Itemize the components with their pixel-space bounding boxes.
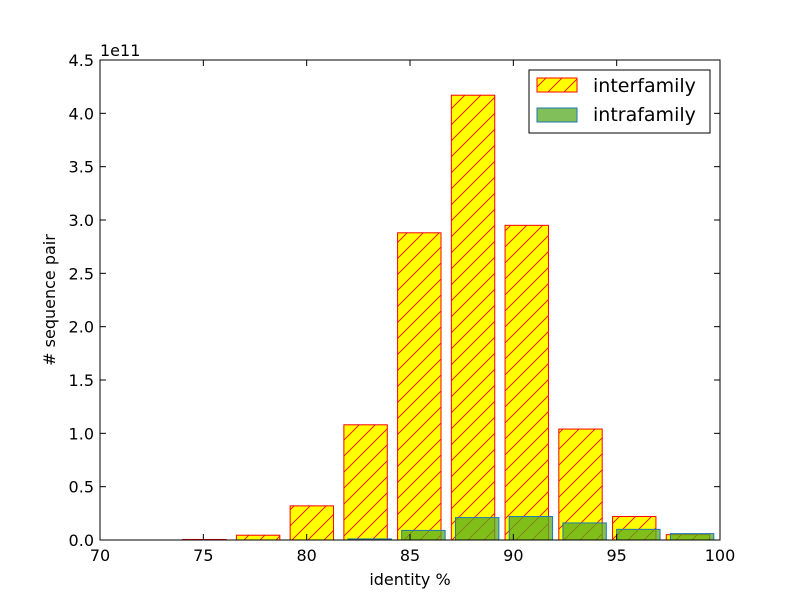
y-tick-label: 1.0	[69, 424, 94, 443]
bar-hatch-interfamily-3	[343, 424, 388, 540]
bar-hatch-interfamily-5	[451, 95, 495, 540]
legend: interfamily intrafamily	[528, 69, 711, 134]
y-offset-label: 1e11	[100, 41, 140, 60]
bar-intrafamily-1	[401, 529, 446, 541]
y-tick-label: 1.5	[69, 371, 94, 390]
legend-label-interfamily: interfamily	[593, 75, 696, 97]
y-tick-label: 2.5	[69, 264, 94, 283]
x-tick-label: 95	[606, 546, 626, 565]
y-tick-label: 0.5	[69, 478, 94, 497]
bar-hatch-interfamily-4	[397, 232, 441, 541]
bar-intrafamily-5	[616, 528, 661, 541]
y-tick-label: 4.5	[69, 51, 94, 70]
bar-intrafamily-6	[669, 533, 715, 541]
x-tick-label: 100	[705, 546, 736, 565]
legend-label-intrafamily: intrafamily	[593, 104, 696, 126]
x-tick-label: 85	[400, 546, 420, 565]
x-axis-label: identity %	[369, 570, 450, 589]
bar-intrafamily-4	[562, 522, 607, 541]
y-tick-label: 3.0	[69, 211, 94, 230]
x-tick-label: 75	[193, 546, 213, 565]
y-tick-label: 0.0	[69, 531, 94, 550]
x-tick-label: 90	[503, 546, 523, 565]
x-tick-label: 70	[90, 546, 110, 565]
x-axis: 70 75 80 85 90 95 100	[90, 60, 735, 565]
legend-swatch-hatch	[537, 78, 577, 92]
bar-hatch-interfamily-6	[505, 225, 549, 540]
y-axis-label: # sequence pair	[40, 234, 59, 366]
bar-hatch-interfamily-2	[290, 505, 334, 540]
bars-layer	[182, 94, 715, 541]
y-tick-label: 3.5	[69, 158, 94, 177]
y-axis: 0.0 0.5 1.0 1.5 2.0 2.5 3.0 3.5 4.0 4.5	[69, 51, 720, 550]
x-tick-label: 80	[296, 546, 316, 565]
y-tick-label: 2.0	[69, 318, 94, 337]
bar-hatch-interfamily-1	[236, 535, 280, 540]
bar-hatch-interfamily-7	[558, 429, 603, 540]
bar-intrafamily-2	[454, 517, 500, 541]
y-tick-label: 4.0	[69, 104, 94, 123]
legend-swatch-intrafamily	[536, 107, 578, 123]
bar-intrafamily-3	[508, 516, 554, 541]
